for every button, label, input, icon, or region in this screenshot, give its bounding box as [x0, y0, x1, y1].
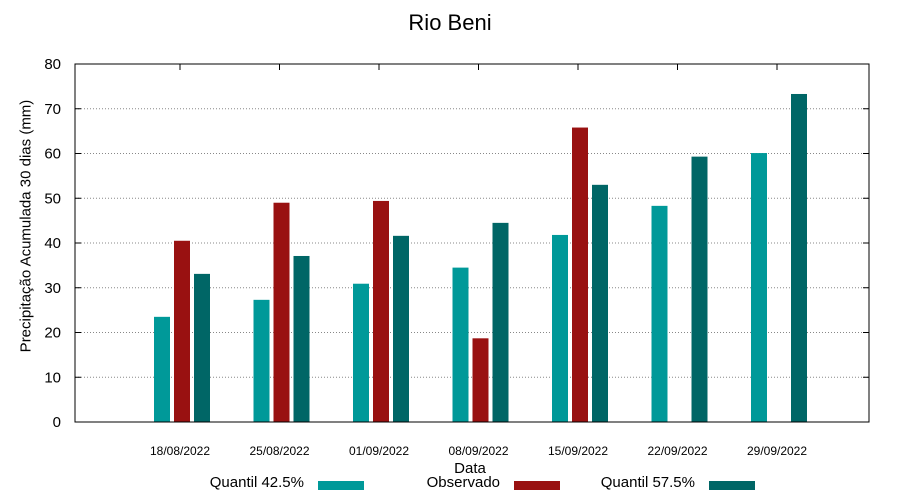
- bar-quantil-42-5--5: [651, 205, 668, 422]
- chart-title: Rio Beni: [408, 10, 492, 35]
- y-tick-label: 20: [44, 325, 61, 342]
- bar-quantil-42-5--0: [154, 316, 170, 422]
- bar-quantil-42-5--6: [751, 153, 767, 423]
- x-axis-label: Data: [454, 460, 486, 477]
- legend-label: Observado: [426, 474, 500, 491]
- x-tick-label: 15/09/2022: [548, 444, 608, 458]
- bar-quantil-57-5--3: [492, 222, 509, 422]
- bar-quantil-42-5--4: [552, 234, 568, 422]
- x-tick-label: 22/09/2022: [647, 444, 707, 458]
- bar-quantil-57-5--6: [791, 93, 807, 423]
- x-tick-label: 01/09/2022: [349, 444, 409, 458]
- y-tick-label: 0: [53, 414, 61, 431]
- legend-swatch: [709, 481, 755, 490]
- x-tick-label: 25/08/2022: [249, 444, 309, 458]
- bar-quantil-57-5--5: [691, 156, 708, 422]
- bar-quantil-42-5--1: [253, 299, 270, 422]
- y-tick-label: 30: [44, 280, 61, 297]
- y-tick-label: 70: [44, 101, 61, 118]
- legend: Quantil 42.5% Observado Quantil 57.5%: [0, 474, 900, 496]
- legend-swatch: [514, 481, 560, 490]
- legend-label: Quantil 42.5%: [209, 474, 304, 491]
- bars: [154, 93, 807, 423]
- y-tick-label: 40: [44, 235, 61, 252]
- bar-quantil-42-5--2: [353, 283, 369, 422]
- legend-item-observado: Observado: [0, 474, 560, 494]
- bar-quantil-57-5--4: [592, 184, 608, 422]
- bar-quantil-42-5--3: [452, 267, 469, 422]
- y-tick-label: 10: [44, 369, 61, 386]
- legend-label: Quantil 57.5%: [600, 474, 695, 491]
- tick-labels: 0 10 20 30 40 50 60 70 80 18/08/2022 25/08/2022 01/…: [44, 56, 869, 458]
- y-tick-label: 60: [44, 146, 61, 163]
- bar-observado-2: [373, 200, 389, 422]
- bar-observado-4: [572, 127, 588, 423]
- x-tick-label: 08/09/2022: [448, 444, 508, 458]
- y-axis-label: Precipitação Acumulada 30 dias (mm): [17, 99, 35, 353]
- y-tick-label: 80: [44, 56, 61, 73]
- bar-quantil-57-5--0: [194, 273, 210, 422]
- legend-item-quantil-42: Quantil 42.5%: [0, 474, 364, 494]
- bar-quantil-57-5--1: [293, 255, 310, 422]
- bar-observado-0: [174, 240, 190, 422]
- x-tick-label: 29/09/2022: [747, 444, 807, 458]
- legend-swatch: [318, 481, 364, 490]
- x-tick-label: 18/08/2022: [150, 444, 210, 458]
- y-tick-label: 50: [44, 190, 61, 207]
- bar-observado-1: [273, 202, 290, 422]
- bar-observado-3: [472, 338, 489, 422]
- legend-item-quantil-57: Quantil 57.5%: [0, 474, 755, 494]
- bar-quantil-57-5--2: [393, 235, 409, 422]
